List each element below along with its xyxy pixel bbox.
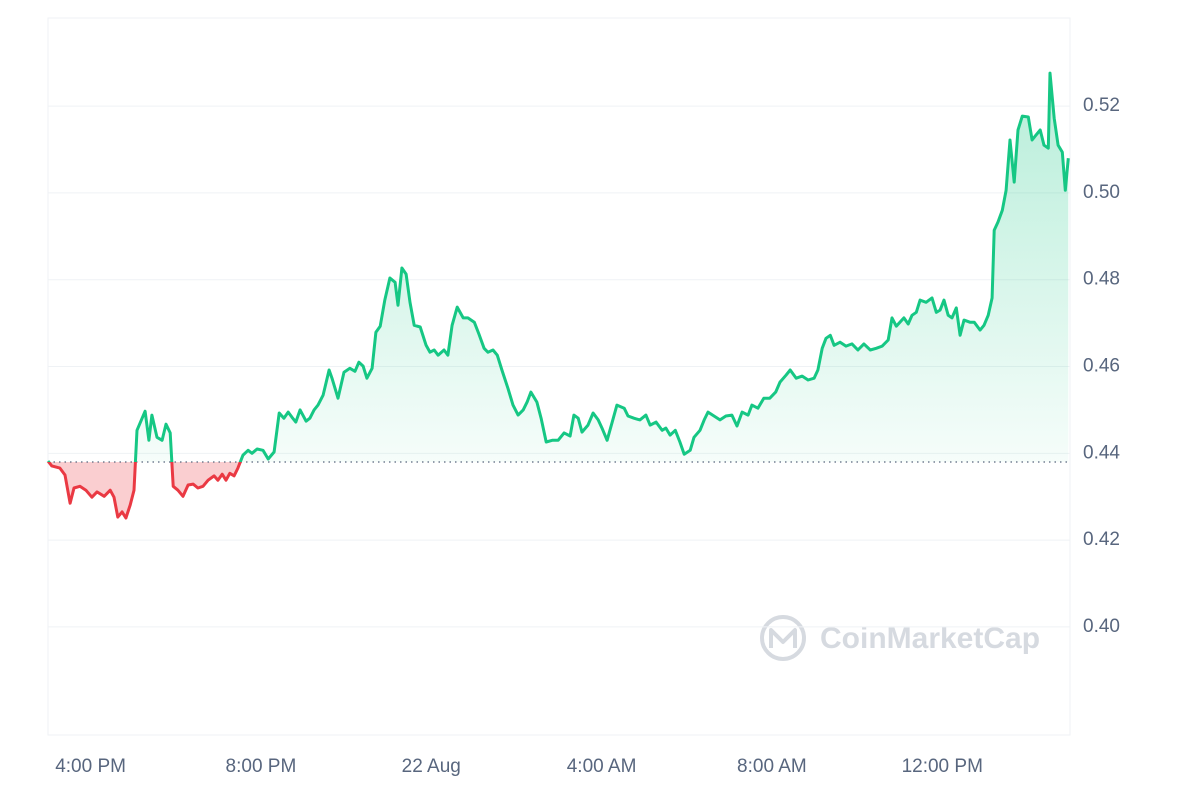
price-line xyxy=(46,71,1070,520)
y-tick-label: 0.50 xyxy=(1083,182,1120,203)
x-tick-label: 4:00 AM xyxy=(567,756,637,777)
watermark-logo xyxy=(760,615,806,661)
x-tick-label: 22 Aug xyxy=(402,756,461,777)
x-tick-label: 8:00 PM xyxy=(226,756,297,777)
y-tick-label: 0.52 xyxy=(1083,95,1120,116)
y-tick-label: 0.42 xyxy=(1083,529,1120,550)
area-fill xyxy=(48,73,1069,518)
x-tick-label: 8:00 AM xyxy=(737,756,807,777)
watermark-logo-mark xyxy=(769,628,797,648)
plot-frame xyxy=(47,17,1071,736)
y-tick-label: 0.44 xyxy=(1083,442,1120,463)
y-tick-label: 0.46 xyxy=(1083,356,1120,377)
y-tick-label: 0.40 xyxy=(1083,616,1120,637)
x-tick-label: 4:00 PM xyxy=(55,756,126,777)
x-tick-label: 12:00 PM xyxy=(902,756,983,777)
watermark: CoinMarketCap xyxy=(760,615,1040,661)
y-tick-label: 0.48 xyxy=(1083,269,1120,290)
